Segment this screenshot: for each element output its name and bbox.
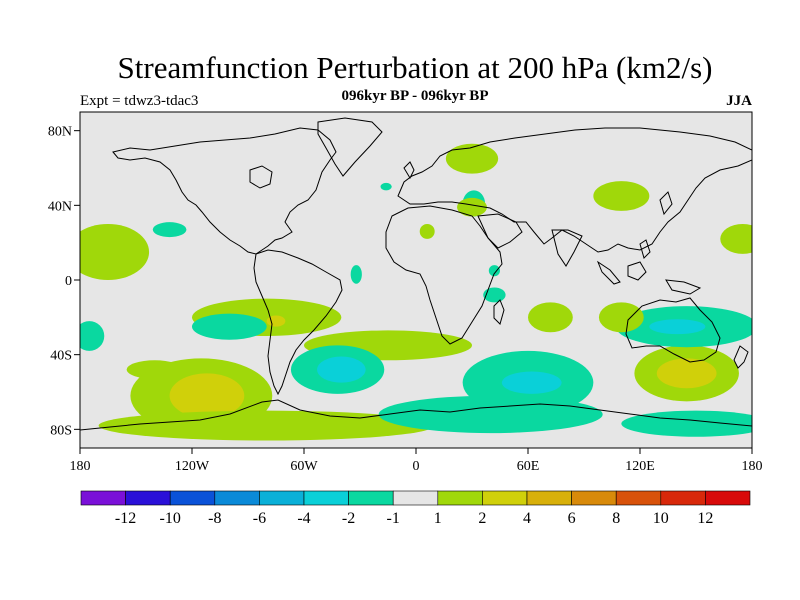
colorbar-swatch [125, 490, 171, 506]
colorbar-label: -2 [342, 510, 355, 527]
coastline-india [551, 229, 583, 267]
perturbation-region [350, 265, 362, 284]
coastline-philippines [639, 239, 651, 259]
perturbation-region [419, 224, 435, 239]
x-tick-label: 60E [517, 459, 540, 474]
perturbation-region [152, 222, 187, 238]
coastline-eurasia [397, 127, 752, 253]
colorbar-label: 8 [612, 510, 620, 527]
coastline-madagascar [493, 299, 505, 325]
colorbar-swatch [482, 490, 528, 506]
colorbar-label: -12 [115, 510, 136, 527]
coastline-south-america [253, 249, 343, 396]
season-label: JJA [726, 93, 752, 109]
experiment-label: Expt = tdwz3-tdac3 [80, 93, 199, 109]
y-tick-label: 80S [50, 423, 72, 438]
perturbation-region [483, 287, 506, 303]
y-tick-label: 40S [50, 349, 72, 364]
colorbar-swatch [348, 490, 394, 506]
x-tick-label: 120W [175, 459, 210, 474]
colorbar-label: -1 [387, 510, 400, 527]
colorbar: -12 -10 -8 -6 -4 -2 -1 1 2 4 6 8 10 12 [80, 490, 751, 527]
perturbation-region [593, 181, 650, 211]
coastline-antarctica [80, 399, 752, 431]
coastline-hudson-bay [249, 165, 273, 189]
perturbation-region [656, 358, 717, 389]
perturbation-region [169, 373, 245, 419]
y-tick-label: 40N [48, 199, 72, 214]
coastline-arabia [477, 213, 523, 249]
x-tick-label: 60W [290, 459, 318, 474]
perturbation-region [266, 315, 286, 327]
x-tick-label: 180 [742, 459, 763, 474]
coastlines [80, 117, 752, 431]
perturbation-region [192, 313, 267, 340]
perturbation-region [488, 265, 500, 277]
perturbation-region [720, 224, 752, 254]
colorbar-swatch [437, 490, 483, 506]
colorbar-swatch [169, 490, 216, 506]
colorbar-swatch [214, 490, 260, 506]
perturbation-region [98, 410, 435, 441]
coastline-japan [659, 191, 673, 216]
x-tick-label: 120E [625, 459, 655, 474]
coastline-borneo [627, 261, 647, 281]
colorbar-swatch [80, 490, 126, 506]
perturbation-region [598, 302, 644, 333]
colorbar-swatch [615, 490, 662, 506]
y-tick-label: 0 [65, 274, 72, 289]
coastline-sumatra [596, 260, 621, 285]
map-title: Streamfunction Perturbation at 200 hPa (… [117, 50, 713, 85]
map-subtitle: 096kyr BP - 096kyr BP [341, 88, 489, 104]
coastline-africa [385, 205, 503, 345]
perturbation-region [649, 319, 706, 335]
colorbar-swatch [526, 490, 572, 506]
axis-ticks: 180 120W 60W 0 60E 120E 180 80N 40N 0 40S 80S [48, 125, 763, 474]
colorbar-label: -4 [297, 510, 310, 527]
coastline-australia [625, 297, 721, 363]
colorbar-label: 4 [523, 510, 531, 527]
coastline-north-america [112, 127, 337, 255]
perturbation-regions [80, 143, 752, 441]
perturbation-region [80, 224, 150, 280]
colorbar-label: 6 [568, 510, 576, 527]
colorbar-swatch [660, 490, 706, 506]
y-tick-label: 80N [48, 125, 72, 140]
colorbar-swatch [705, 490, 751, 506]
x-tick-label: 0 [413, 459, 420, 474]
colorbar-label: -6 [253, 510, 266, 527]
coastline-uk [403, 161, 415, 180]
perturbation-region [501, 371, 562, 394]
perturbation-region [445, 143, 499, 174]
colorbar-label: 1 [434, 510, 442, 527]
coastline-greenland [317, 117, 383, 177]
coastline-new-zealand [733, 345, 749, 369]
coastline-new-guinea [665, 279, 702, 295]
colorbar-label: 10 [653, 510, 669, 527]
colorbar-swatch [259, 490, 305, 506]
perturbation-region [380, 182, 392, 191]
colorbar-swatch [303, 490, 349, 506]
perturbation-region [528, 302, 573, 333]
perturbation-region [621, 410, 752, 437]
colorbar-label: -8 [208, 510, 221, 527]
colorbar-label: -10 [160, 510, 181, 527]
perturbation-region [317, 356, 366, 383]
perturbation-region [457, 197, 487, 217]
colorbar-swatch [571, 490, 617, 506]
colorbar-label: 12 [697, 510, 713, 527]
x-tick-label: 180 [70, 459, 91, 474]
colorbar-label: 2 [478, 510, 486, 527]
colorbar-swatch [392, 490, 439, 506]
perturbation-region [80, 321, 105, 351]
